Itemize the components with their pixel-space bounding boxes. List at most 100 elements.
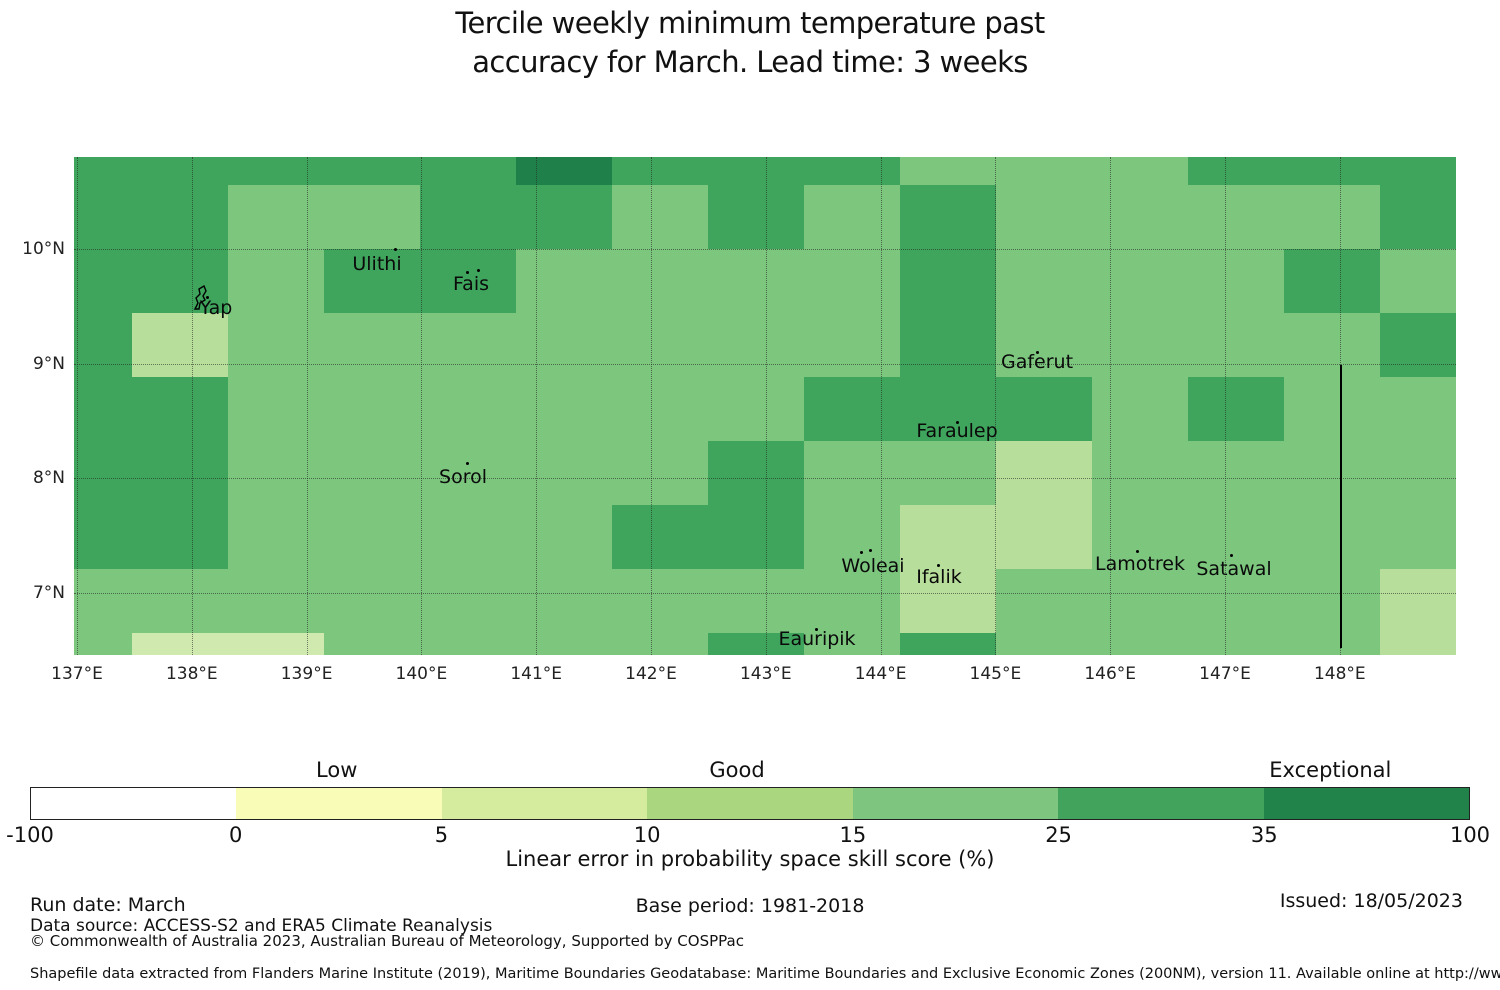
map-cell xyxy=(708,505,805,569)
colorbar-tick-label: 5 xyxy=(434,823,449,847)
map-cell xyxy=(1188,313,1284,377)
map-cell xyxy=(74,505,132,569)
map-cell xyxy=(1091,249,1189,313)
map-cell xyxy=(1091,377,1189,441)
island-label: Yap xyxy=(199,297,233,319)
map-cell xyxy=(995,633,1092,655)
map-cell xyxy=(900,441,996,505)
map-cell xyxy=(1284,157,1380,185)
base-period-text: Base period: 1981-2018 xyxy=(635,895,865,917)
map-cell xyxy=(804,184,900,249)
x-tick-label: 148°E xyxy=(1313,664,1366,684)
island-dot xyxy=(937,564,940,567)
colorbar-segment xyxy=(31,788,237,819)
map-cell xyxy=(1379,157,1456,185)
colorbar-segment xyxy=(441,788,648,819)
map-cell xyxy=(131,633,228,655)
map-cell xyxy=(1284,505,1380,569)
island-dot xyxy=(860,551,863,554)
y-tick-label: 10°N xyxy=(22,239,65,259)
map-cell xyxy=(804,157,900,185)
map-cell xyxy=(1091,313,1189,377)
map-cell xyxy=(1379,377,1456,441)
map-cell xyxy=(74,377,132,441)
map-cell xyxy=(611,249,709,313)
map-gridline-vertical xyxy=(306,157,308,655)
map-cell xyxy=(1091,184,1189,249)
colorbar-category-label: Exceptional xyxy=(1269,758,1392,782)
map-cell xyxy=(420,313,516,377)
island-dot xyxy=(1230,554,1233,557)
map-cell xyxy=(227,157,325,185)
map-cell xyxy=(515,569,612,633)
map-cell xyxy=(74,441,132,505)
map-gridline-vertical xyxy=(1110,157,1112,655)
map-gridline-vertical xyxy=(765,157,767,655)
map-gridline-horizontal xyxy=(74,249,1456,250)
map-cell xyxy=(1379,313,1456,377)
x-tick-label: 137°E xyxy=(51,664,103,684)
map-cell xyxy=(1188,184,1284,249)
colorbar-category-label: Low xyxy=(316,758,358,782)
x-tick-label: 147°E xyxy=(1199,664,1251,684)
map-cell xyxy=(708,633,805,655)
map-cell xyxy=(900,633,996,655)
island-label: Faraulep xyxy=(916,420,998,442)
map-cell xyxy=(1379,505,1456,569)
map-cell xyxy=(1379,441,1456,505)
island-dot xyxy=(1136,550,1139,553)
map-cell xyxy=(227,377,325,441)
map-cell xyxy=(611,313,709,377)
map-cell xyxy=(74,569,132,633)
map-cell xyxy=(1091,505,1189,569)
map-cell xyxy=(227,441,325,505)
map-cell xyxy=(804,633,900,655)
map-cell xyxy=(611,569,709,633)
map-cell xyxy=(515,633,612,655)
map-cell xyxy=(227,184,325,249)
map-cell xyxy=(227,633,325,655)
map-cell xyxy=(1284,441,1380,505)
map-cell xyxy=(995,184,1092,249)
map-cell xyxy=(1284,184,1380,249)
map-cell xyxy=(324,441,421,505)
map-cell xyxy=(515,377,612,441)
map-cell xyxy=(1379,569,1456,633)
island-label: Ifalik xyxy=(916,566,962,588)
issued-date-text: Issued: 18/05/2023 xyxy=(1279,890,1463,912)
island-dot xyxy=(466,462,469,465)
map-plot-area: Yap Ulithi Fais Sorol Gaferut Faraulep Woleai I… xyxy=(74,157,1456,655)
map-cell xyxy=(1091,157,1189,185)
map-cell xyxy=(324,377,421,441)
map-cell xyxy=(708,157,805,185)
map-cell xyxy=(1379,249,1456,313)
chart-title: Tercile weekly minimum temperature past … xyxy=(0,4,1500,82)
colorbar-tick-label: 15 xyxy=(839,823,867,847)
map-cell xyxy=(1284,249,1380,313)
map-cell xyxy=(515,505,612,569)
map-cell xyxy=(74,313,132,377)
chart-title-line1: Tercile weekly minimum temperature past xyxy=(455,6,1045,40)
island-dot xyxy=(477,269,480,272)
map-gridline-vertical xyxy=(651,157,652,655)
colorbar-segment xyxy=(1058,788,1264,819)
colorbar-axis-label: Linear error in probability space skill … xyxy=(505,847,995,871)
map-cell xyxy=(74,633,132,655)
map-cell xyxy=(804,377,900,441)
map-cell xyxy=(420,505,516,569)
map-cell xyxy=(708,184,805,249)
colorbar-tick-label: 35 xyxy=(1250,823,1278,847)
island-dot xyxy=(206,296,209,299)
yap-island-outline xyxy=(192,284,210,315)
map-cell xyxy=(1188,249,1284,313)
colorbar-tick-label: -100 xyxy=(6,823,54,847)
map-cell xyxy=(1379,184,1456,249)
map-cell xyxy=(900,184,996,249)
map-cell xyxy=(995,157,1092,185)
map-cell xyxy=(995,377,1092,441)
map-cell xyxy=(420,249,516,313)
map-cell xyxy=(611,157,709,185)
map-cell xyxy=(900,157,996,185)
map-gridline-horizontal xyxy=(74,478,1456,480)
copyright-text: © Commonwealth of Australia 2023, Austra… xyxy=(30,932,744,950)
